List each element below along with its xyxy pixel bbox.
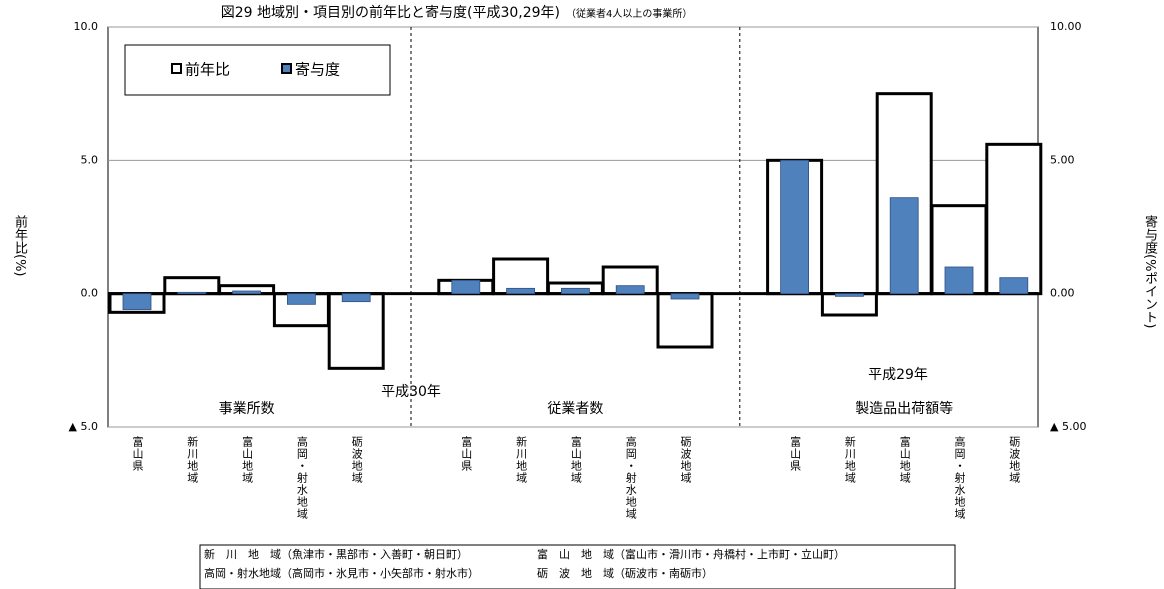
legend-label: 寄与度 [295,61,340,79]
x-tick-label: 砺波地域 [350,436,364,484]
bar [780,159,809,295]
bar [327,292,385,370]
bar [451,279,481,295]
x-tick-label: 高岡・射水地域 [624,436,638,520]
chart-subtitle: （従業者4人以上の事業所） [566,7,692,20]
legend-swatch [281,63,292,74]
x-tick-label: 富山県 [459,436,473,472]
x-tick-label: 富山地域 [240,436,254,484]
x-tick-label: 砺波地域 [1007,436,1021,484]
bar [286,293,316,305]
bar [492,257,550,296]
y-tick-label: ▲ 5.0 [69,420,98,433]
bar [656,292,714,349]
y2-tick-label: 10.00 [1050,20,1082,33]
y-axis-title: 前年比(%) [12,215,27,277]
group-label: 事業所数 [219,401,275,417]
x-tick-label: 富山県 [131,436,144,472]
chart-title: 図29 地域別・項目別の前年比と寄与度(平成30,29年) [221,4,560,21]
y2-tick-label: ▲ 5.00 [1050,420,1086,433]
note: 富 山 地 域（富山市・滑川市・舟橋村・上市町・立山町） [537,547,845,561]
annotation: 平成29年 [868,367,928,383]
bar [122,293,152,311]
group-label: 従業者数 [547,401,603,417]
x-tick-label: 富山地域 [569,436,583,484]
x-tick-label: 新川地域 [843,436,857,484]
bar [944,266,974,295]
y-tick-label: 5.0 [81,153,99,166]
x-tick-label: 高岡・射水地域 [953,436,966,520]
note: 砺 波 地 域（砺波市・南砺市） [537,566,713,580]
bar [232,290,262,295]
bar [985,142,1043,296]
x-tick-label: 富山地域 [898,436,912,484]
group-label: 製造品出荷額等 [855,400,953,417]
bar [506,287,536,295]
bar [670,293,700,300]
x-tick-label: 新川地域 [514,436,528,484]
legend-swatch [171,63,182,74]
y2-axis-title: 寄与度(%ポイント) [1142,215,1157,329]
bar [820,292,878,317]
y2-tick-label: 5.00 [1050,153,1075,166]
note-box [199,544,956,589]
note: 高岡・射水地域（高岡市・氷見市・小矢部市・射水市） [204,566,479,580]
annotation: 平成30年 [381,384,441,400]
x-tick-label: 富山県 [788,436,802,472]
x-tick-label: 高岡・射水地域 [295,436,309,520]
bar [615,285,645,295]
bar [341,293,371,303]
y-tick-label: 0.0 [81,287,99,300]
bar [177,291,207,295]
bar [561,287,590,295]
note: 新 川 地 域（魚津市・黒部市・入善町・朝日町） [204,547,468,561]
bar [163,276,221,296]
bar [835,293,864,297]
legend-label: 前年比 [185,61,230,79]
y2-tick-label: 0.00 [1050,287,1075,300]
bar [889,197,919,295]
y-tick-label: 10.0 [74,20,99,33]
bar [999,277,1029,295]
x-tick-label: 砺波地域 [679,436,692,484]
legend-box [124,44,391,96]
x-tick-label: 新川地域 [185,436,199,484]
